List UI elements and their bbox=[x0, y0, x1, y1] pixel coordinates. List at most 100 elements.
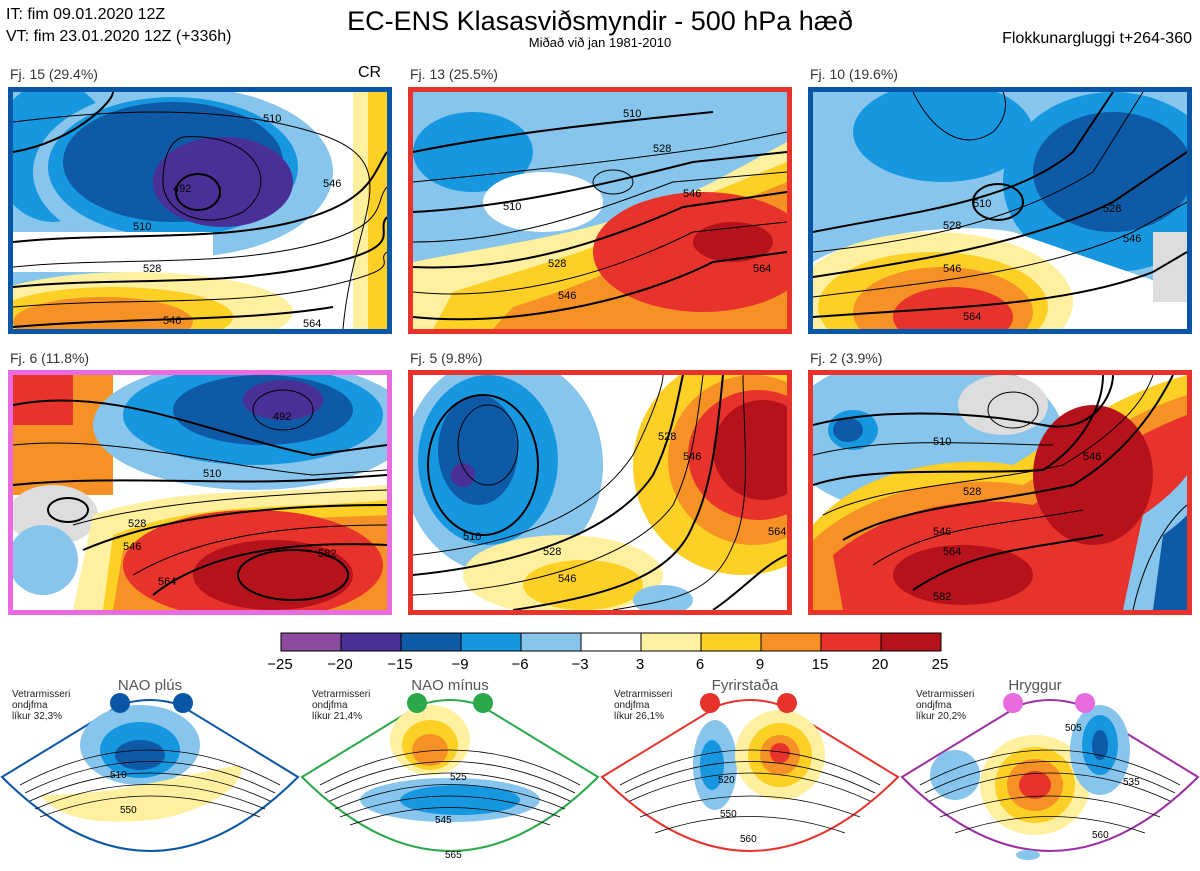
contour-label: 582 bbox=[318, 548, 336, 560]
contour-label: 510 bbox=[503, 201, 521, 213]
contour-label: 528 bbox=[1103, 203, 1121, 215]
colorbar-tick: 20 bbox=[871, 656, 889, 673]
colorbar-swatch bbox=[340, 632, 402, 652]
regime-info: Vetrarmisseri ondjfma líkur 20,2% bbox=[916, 689, 975, 722]
contour-label: 546 bbox=[683, 188, 701, 200]
colorbar-swatch bbox=[880, 632, 942, 652]
contour-label: 520 bbox=[718, 775, 735, 786]
colorbar-swatch bbox=[280, 632, 342, 652]
contour-label: 528 bbox=[658, 431, 676, 443]
contour-label: 546 bbox=[1083, 451, 1101, 463]
contour-label: 505 bbox=[1065, 723, 1082, 734]
panel-label-4: Fj. 6 (11.8%) bbox=[10, 350, 90, 366]
colorbar-tick: 25 bbox=[931, 656, 949, 673]
contour-label: 510 bbox=[623, 108, 641, 120]
colorbar-swatch bbox=[400, 632, 462, 652]
contour-label: 546 bbox=[558, 573, 576, 585]
cluster-map-3[interactable]: 510 528 546 564 528 546 bbox=[808, 87, 1192, 334]
cluster-map-4[interactable]: 510 528 546 564 582 492 bbox=[8, 370, 392, 615]
contour-label: 535 bbox=[1123, 777, 1140, 788]
colorbar-swatch bbox=[820, 632, 882, 652]
page-subtitle: Miðað við jan 1981-2010 bbox=[528, 35, 672, 50]
contour-label: 564 bbox=[158, 576, 176, 588]
contour-label: 546 bbox=[163, 315, 181, 327]
contour-label: 545 bbox=[435, 815, 452, 826]
contour-label: 510 bbox=[263, 113, 281, 125]
contour-label: 510 bbox=[110, 770, 127, 781]
regime-map: 505 535 560 bbox=[900, 693, 1200, 860]
cluster-map-1[interactable]: 492 510 528 546 510 546 564 bbox=[8, 87, 392, 334]
contour-label: 582 bbox=[933, 591, 951, 603]
page-title: EC-ENS Klasasviðsmyndir - 500 hPa hæð bbox=[347, 6, 853, 36]
contour-label: 565 bbox=[445, 850, 462, 861]
contour-label: 546 bbox=[943, 263, 961, 275]
cluster-map-5[interactable]: 510 528 546 528 546 564 bbox=[408, 370, 792, 615]
panel-label-1: Fj. 15 (29.4%) bbox=[10, 66, 98, 82]
colorbar-swatch bbox=[520, 632, 582, 652]
anomaly-map-4: 510 528 546 564 582 492 bbox=[13, 375, 387, 610]
colorbar-swatch bbox=[460, 632, 522, 652]
panel-label-3: Fj. 10 (19.6%) bbox=[810, 66, 898, 82]
contour-label: 510 bbox=[973, 198, 991, 210]
contour-label: 510 bbox=[933, 436, 951, 448]
contour-label: 564 bbox=[943, 546, 961, 558]
colorbar-tick: 3 bbox=[635, 656, 645, 673]
colorbar-swatch bbox=[760, 632, 822, 652]
regime-name: NAO plús bbox=[117, 677, 183, 694]
contour-label: 546 bbox=[933, 526, 951, 538]
contour-label: 528 bbox=[963, 486, 981, 498]
colorbar-tick: −20 bbox=[327, 656, 353, 673]
colorbar-tick: −9 bbox=[451, 656, 469, 673]
colorbar-tick: 9 bbox=[755, 656, 765, 673]
colorbar-swatch bbox=[640, 632, 702, 652]
contour-label: 550 bbox=[120, 805, 137, 816]
contour-label: 510 bbox=[463, 531, 481, 543]
regime-name: NAO mínus bbox=[411, 677, 489, 694]
colorbar-tick: −3 bbox=[571, 656, 589, 673]
anomaly-map-2: 510 528 546 510 528 546 564 bbox=[413, 92, 787, 329]
colorbar-swatch bbox=[580, 632, 642, 652]
contour-label: 510 bbox=[203, 468, 221, 480]
cluster-map-6[interactable]: 510 528 546 564 582 546 bbox=[808, 370, 1192, 615]
contour-label: 528 bbox=[128, 518, 146, 530]
contour-label: 510 bbox=[133, 221, 151, 233]
regime-map: 525 545 565 bbox=[300, 693, 600, 861]
contour-label: 560 bbox=[1092, 830, 1109, 841]
regime-name: Hryggur bbox=[1008, 677, 1062, 694]
contour-label: 528 bbox=[543, 546, 561, 558]
contour-label: 546 bbox=[558, 290, 576, 302]
regime-info: Vetrarmisseri ondjfma líkur 32,3% bbox=[12, 689, 71, 722]
regime-name: Fyrirstaða bbox=[711, 677, 779, 694]
cluster-map-2[interactable]: 510 528 546 510 528 546 564 bbox=[408, 87, 792, 334]
contour-label: 546 bbox=[683, 451, 701, 463]
initial-time: IT: fim 09.01.2020 12Z bbox=[6, 6, 166, 23]
contour-label: 528 bbox=[548, 258, 566, 270]
contour-label: 560 bbox=[740, 834, 757, 845]
contour-label: 564 bbox=[753, 263, 771, 275]
anomaly-map-6: 510 528 546 564 582 546 bbox=[813, 375, 1187, 610]
regime-nao-minus: Vetrarmisseri ondjfma líkur 21,4% NAO mínu… bbox=[300, 675, 600, 871]
colorbar-tick: 15 bbox=[811, 656, 829, 673]
contour-label: 528 bbox=[943, 220, 961, 232]
contour-label: 550 bbox=[720, 809, 737, 820]
contour-label: 528 bbox=[653, 143, 671, 155]
regime-blocking: Vetrarmisseri ondjfma líkur 26,1% Fyrirsta… bbox=[600, 675, 900, 871]
anomaly-colorbar bbox=[280, 632, 942, 652]
colorbar-tick: −6 bbox=[511, 656, 529, 673]
header-run-info: IT: fim 09.01.2020 12Z VT: fim 23.01.202… bbox=[6, 4, 231, 48]
colorbar-tick: −15 bbox=[387, 656, 413, 673]
regime-map: 520 550 560 bbox=[600, 693, 900, 852]
contour-label: 546 bbox=[323, 178, 341, 190]
regime-ridge: Vetrarmisseri ondjfma líkur 20,2% Hryggur … bbox=[900, 675, 1200, 871]
colorbar-swatch bbox=[700, 632, 762, 652]
contour-label: 564 bbox=[303, 318, 321, 329]
anomaly-map-5: 510 528 546 528 546 564 bbox=[413, 375, 787, 610]
cr-badge: CR bbox=[358, 64, 382, 81]
header-title-block: EC-ENS Klasasviðsmyndir - 500 hPa hæð Mi… bbox=[0, 6, 1200, 50]
contour-label: 525 bbox=[450, 772, 467, 783]
contour-label: 564 bbox=[768, 526, 786, 538]
colorbar-tick: −25 bbox=[267, 656, 293, 673]
regime-info: Vetrarmisseri ondjfma líkur 21,4% bbox=[312, 689, 371, 722]
contour-label: 564 bbox=[963, 311, 981, 323]
anomaly-map-3: 510 528 546 564 528 546 bbox=[813, 92, 1187, 329]
